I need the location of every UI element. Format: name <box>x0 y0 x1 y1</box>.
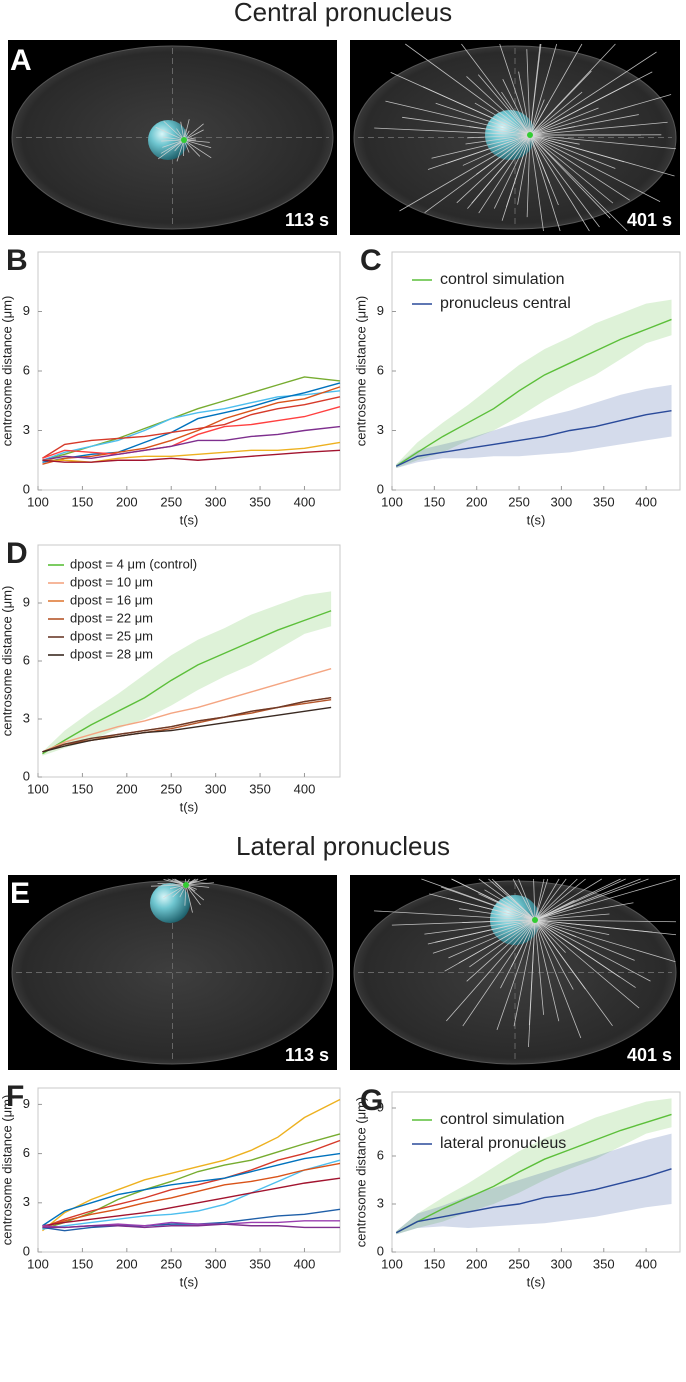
y-tick-label: 9 <box>23 594 30 609</box>
panel-letter: D <box>6 537 28 570</box>
panel-letter: A <box>10 44 32 77</box>
legend-label: dpost = 4 μm (control) <box>70 556 197 571</box>
x-tick-label: 150 <box>424 494 446 509</box>
x-tick-label: 100 <box>381 494 403 509</box>
y-tick-label: 3 <box>377 422 384 437</box>
x-tick-label: 150 <box>72 781 94 796</box>
x-tick-label: 250 <box>508 494 530 509</box>
legend-label: dpost = 10 μm <box>70 574 153 589</box>
y-tick-label: 6 <box>23 1145 30 1160</box>
x-tick-label: 200 <box>116 781 138 796</box>
x-tick-label: 100 <box>27 494 49 509</box>
legend-label: dpost = 16 μm <box>70 592 153 607</box>
x-tick-label: 300 <box>205 781 227 796</box>
legend-label: lateral pronucleus <box>440 1135 566 1152</box>
y-axis-label: centrosome distance (μm) <box>353 296 368 447</box>
panel-letter: B <box>6 244 28 277</box>
y-tick-label: 6 <box>23 652 30 667</box>
data-line <box>42 1099 340 1230</box>
y-axis-label: centrosome distance (μm) <box>0 296 14 447</box>
legend-label: control simulation <box>440 271 565 288</box>
x-tick-label: 200 <box>466 494 488 509</box>
y-tick-label: 3 <box>23 1194 30 1209</box>
x-axis-label: t(s) <box>527 512 546 527</box>
x-tick-label: 350 <box>249 494 271 509</box>
x-tick-label: 250 <box>160 494 182 509</box>
time-label: 401 s <box>627 1045 672 1065</box>
x-axis-label: t(s) <box>180 799 199 814</box>
section-title: Lateral pronucleus <box>236 831 450 861</box>
x-tick-label: 350 <box>249 781 271 796</box>
y-axis-label: centrosome distance (μm) <box>0 586 14 737</box>
time-label: 113 s <box>285 210 329 230</box>
y-tick-label: 3 <box>23 422 30 437</box>
x-tick-label: 200 <box>116 1256 138 1271</box>
data-line <box>42 391 340 460</box>
x-tick-label: 300 <box>205 1256 227 1271</box>
x-tick-label: 150 <box>72 1256 94 1271</box>
legend-label: control simulation <box>440 1111 565 1128</box>
x-tick-label: 250 <box>160 781 182 796</box>
legend-label: dpost = 25 μm <box>70 628 153 643</box>
y-tick-label: 3 <box>23 710 30 725</box>
x-tick-label: 400 <box>294 494 316 509</box>
time-label: 113 s <box>285 1045 329 1065</box>
x-tick-label: 400 <box>635 494 657 509</box>
x-tick-label: 100 <box>381 1256 403 1271</box>
x-axis-label: t(s) <box>180 1274 199 1289</box>
x-tick-label: 150 <box>424 1256 446 1271</box>
x-tick-label: 400 <box>294 781 316 796</box>
centrosome <box>527 132 533 138</box>
x-tick-label: 300 <box>205 494 227 509</box>
legend-label: pronucleus central <box>440 295 571 312</box>
x-tick-label: 150 <box>72 494 94 509</box>
y-tick-label: 9 <box>23 303 30 318</box>
y-axis-label: centrosome distance (μm) <box>0 1095 14 1246</box>
centrosome <box>183 882 189 888</box>
centrosome <box>532 917 538 923</box>
y-tick-label: 9 <box>377 303 384 318</box>
panel-letter: E <box>10 877 30 910</box>
x-tick-label: 400 <box>294 1256 316 1271</box>
x-tick-label: 200 <box>466 1256 488 1271</box>
legend-label: dpost = 28 μm <box>70 646 153 661</box>
centrosome <box>181 137 187 143</box>
x-axis-label: t(s) <box>180 512 199 527</box>
y-tick-label: 9 <box>23 1096 30 1111</box>
x-tick-label: 200 <box>116 494 138 509</box>
x-tick-label: 250 <box>160 1256 182 1271</box>
x-tick-label: 350 <box>249 1256 271 1271</box>
x-tick-label: 350 <box>593 1256 615 1271</box>
x-tick-label: 350 <box>593 494 615 509</box>
y-tick-label: 6 <box>23 362 30 377</box>
y-tick-label: 3 <box>377 1195 384 1210</box>
data-line <box>42 383 340 462</box>
section-title: Central pronucleus <box>234 0 452 27</box>
panel-letter: C <box>360 244 382 277</box>
y-axis-label: centrosome distance (μm) <box>353 1097 368 1248</box>
x-tick-label: 300 <box>551 1256 573 1271</box>
x-tick-label: 100 <box>27 1256 49 1271</box>
x-tick-label: 400 <box>635 1256 657 1271</box>
y-tick-label: 6 <box>377 362 384 377</box>
x-axis-label: t(s) <box>527 1274 546 1289</box>
legend-label: dpost = 22 μm <box>70 610 153 625</box>
time-label: 401 s <box>627 210 672 230</box>
x-tick-label: 300 <box>551 494 573 509</box>
x-tick-label: 250 <box>508 1256 530 1271</box>
data-line <box>42 1163 340 1227</box>
y-tick-label: 6 <box>377 1147 384 1162</box>
data-line <box>42 1160 340 1229</box>
y-tick-label: 9 <box>377 1099 384 1114</box>
x-tick-label: 100 <box>27 781 49 796</box>
